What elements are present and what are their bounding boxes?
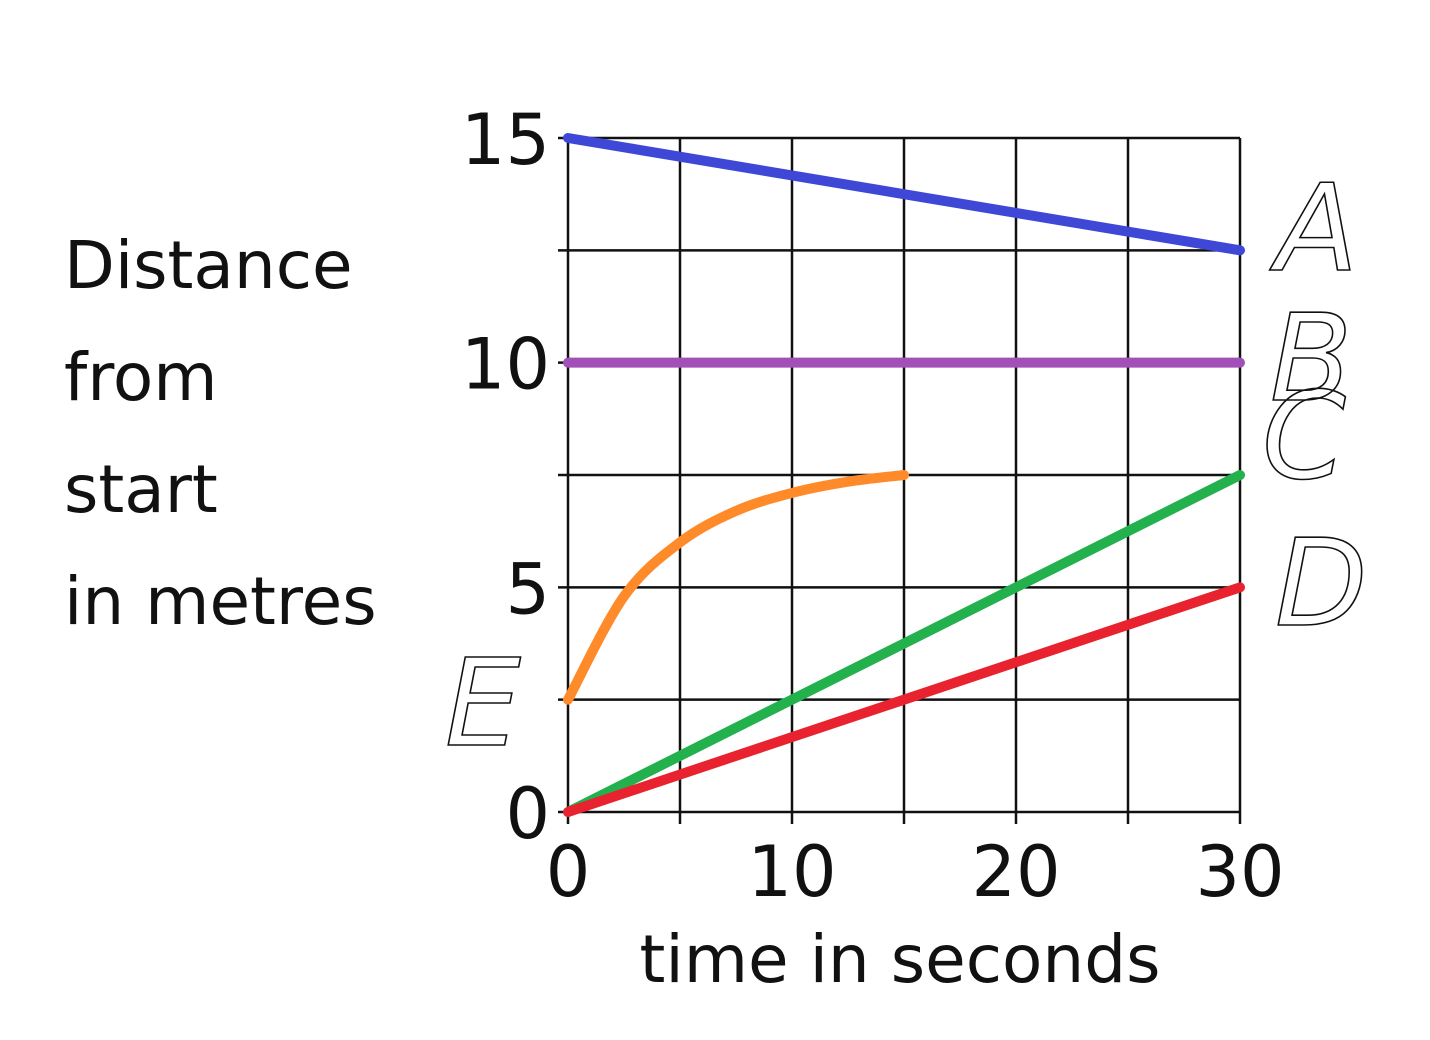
y-axis-label-line-1: Distance — [64, 227, 353, 304]
y-tick-label-15: 15 — [461, 99, 550, 181]
y-tick-label-5: 5 — [505, 548, 550, 630]
series-line-d — [563, 582, 1245, 817]
x-tick-label-20: 20 — [971, 831, 1060, 913]
series-line-e — [563, 470, 909, 705]
y-axis-label-line-3: start — [64, 451, 218, 528]
x-tick-label-10: 10 — [747, 831, 836, 913]
series-tag-e: E — [445, 635, 521, 774]
series-line-c — [563, 470, 1245, 817]
y-axis-label-line-2: from — [64, 339, 218, 416]
x-axis-label: time in seconds — [639, 921, 1160, 998]
plot-grid — [558, 136, 1242, 824]
x-tick-label-0: 0 — [546, 831, 591, 913]
series-line-a — [563, 133, 1245, 256]
series-tag-c: C — [1262, 368, 1346, 507]
x-tick-labels: 0 10 20 30 — [546, 831, 1285, 913]
y-tick-labels: 0 5 10 15 — [461, 99, 550, 855]
x-tick-label-30: 30 — [1195, 831, 1284, 913]
series-tag-d: D — [1275, 515, 1367, 654]
series-lines — [563, 133, 1245, 817]
y-tick-label-0: 0 — [505, 773, 550, 855]
series-tag-b: B — [1270, 290, 1352, 429]
y-axis-label-line-4: in metres — [64, 563, 377, 640]
series-tag-a: A — [1269, 160, 1358, 299]
y-axis-label: Distance from start in metres — [64, 227, 377, 640]
y-tick-label-10: 10 — [461, 324, 550, 406]
